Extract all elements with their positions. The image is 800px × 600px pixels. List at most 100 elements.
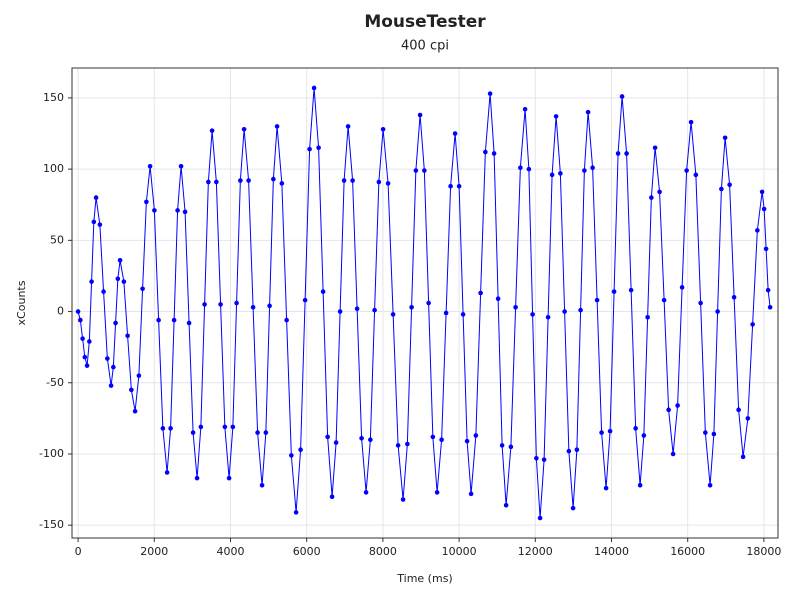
- data-point: [740, 454, 746, 460]
- data-point: [727, 182, 732, 188]
- data-point: [350, 178, 355, 183]
- data-point: [82, 354, 88, 360]
- data-point: [333, 440, 339, 445]
- data-point: [337, 309, 343, 314]
- data-point: [566, 448, 572, 454]
- data-point: [645, 314, 650, 320]
- data-point: [439, 437, 444, 443]
- x-tick-label: 12000: [518, 545, 553, 558]
- data-point: [400, 497, 406, 502]
- data-point: [698, 300, 703, 306]
- data-point: [422, 168, 427, 173]
- data-point: [473, 433, 479, 438]
- data-point: [190, 430, 196, 435]
- data-point: [91, 219, 97, 225]
- data-point: [707, 483, 713, 488]
- data-point: [628, 287, 634, 293]
- data-point: [238, 178, 243, 183]
- data-point: [495, 296, 501, 302]
- data-point: [578, 307, 583, 313]
- data-point: [156, 317, 161, 323]
- data-point: [311, 85, 317, 91]
- data-point: [206, 179, 211, 185]
- data-point: [80, 336, 85, 341]
- data-point: [661, 297, 667, 303]
- data-point: [719, 186, 724, 192]
- data-point: [117, 257, 123, 263]
- data-point: [152, 208, 157, 213]
- data-point: [503, 502, 509, 508]
- data-point: [376, 179, 382, 185]
- data-point: [767, 304, 773, 310]
- y-tick-label: -50: [46, 376, 64, 389]
- data-point: [590, 165, 595, 170]
- data-point: [302, 297, 308, 303]
- data-point: [293, 510, 299, 515]
- data-point: [395, 443, 401, 448]
- data-point: [121, 279, 127, 284]
- data-point: [759, 189, 765, 195]
- y-tick-label: 0: [57, 305, 64, 318]
- data-point: [448, 183, 453, 189]
- data-point: [679, 285, 685, 290]
- data-point: [175, 208, 180, 213]
- data-point: [491, 151, 497, 156]
- data-point: [711, 431, 717, 437]
- data-point: [570, 505, 576, 511]
- data-point: [522, 107, 528, 112]
- data-point: [688, 119, 694, 125]
- data-point: [684, 168, 689, 173]
- data-point: [274, 124, 280, 129]
- data-point: [603, 485, 609, 491]
- data-point: [703, 430, 708, 435]
- data-point: [675, 403, 680, 408]
- data-point: [761, 206, 767, 212]
- data-point: [599, 430, 604, 435]
- data-point: [329, 494, 335, 499]
- data-point: [226, 475, 232, 481]
- data-point: [168, 426, 173, 431]
- data-point: [499, 443, 505, 448]
- data-point: [562, 309, 567, 314]
- data-point: [101, 289, 106, 294]
- data-point: [93, 195, 99, 200]
- data-point: [108, 383, 114, 388]
- data-point: [345, 124, 351, 129]
- data-point: [209, 128, 215, 133]
- data-point: [144, 199, 149, 205]
- data-point: [250, 304, 256, 310]
- data-point: [582, 168, 587, 173]
- data-point: [508, 444, 514, 450]
- data-point: [657, 189, 662, 195]
- data-point: [652, 145, 658, 151]
- data-point: [464, 438, 470, 444]
- data-point: [267, 303, 272, 309]
- data-point: [722, 135, 728, 141]
- data-point: [594, 297, 600, 303]
- data-point: [320, 289, 326, 294]
- y-tick-label: 150: [43, 91, 64, 104]
- data-point: [246, 178, 251, 183]
- data-point: [241, 126, 247, 132]
- data-point: [619, 94, 625, 99]
- data-point: [186, 320, 192, 326]
- data-point: [478, 290, 483, 296]
- data-point: [413, 168, 419, 173]
- x-tick-label: 6000: [293, 545, 321, 558]
- data-point: [354, 306, 360, 311]
- data-point: [487, 91, 493, 96]
- data-point: [534, 455, 539, 461]
- data-point: [230, 424, 236, 430]
- data-point: [731, 295, 737, 300]
- data-point: [585, 109, 591, 115]
- x-tick-label: 10000: [442, 545, 477, 558]
- data-point: [715, 309, 720, 314]
- data-point: [132, 408, 138, 414]
- y-tick-label: 50: [50, 233, 64, 246]
- data-point: [765, 287, 771, 293]
- data-point: [541, 457, 547, 462]
- x-tick-label: 2000: [140, 545, 168, 558]
- data-point: [745, 416, 751, 421]
- data-point: [641, 433, 647, 438]
